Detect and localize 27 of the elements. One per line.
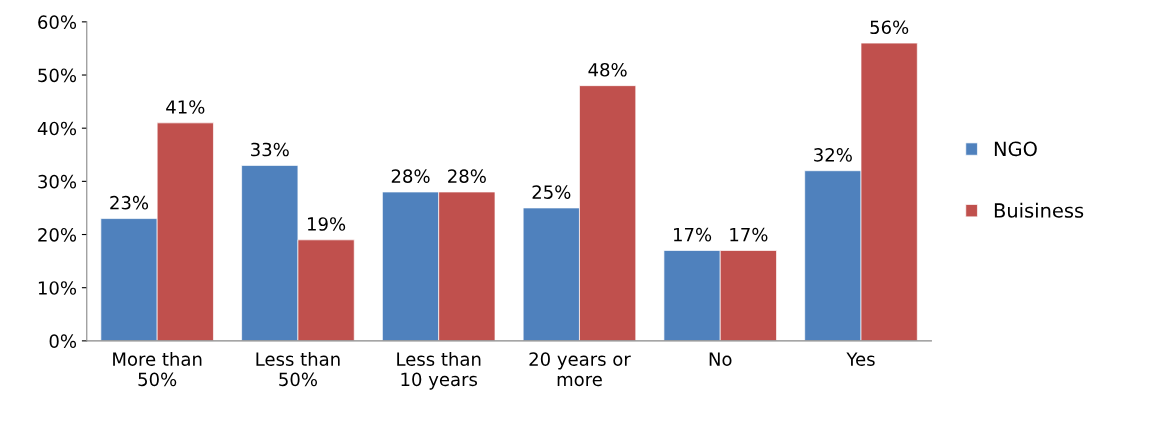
legend-label: NGO	[994, 141, 1037, 157]
y-tick-label: 60%	[38, 15, 77, 29]
data-label: 17%	[674, 227, 712, 242]
data-label: 41%	[166, 100, 205, 114]
data-label: 25%	[532, 185, 571, 199]
legend-label: Buisiness	[994, 202, 1084, 218]
data-label: 33%	[251, 142, 289, 157]
y-tick-label: 10%	[38, 281, 77, 295]
data-label: 28%	[448, 169, 486, 183]
data-label: 19%	[308, 217, 346, 231]
x-tick-label: Less than 50%	[256, 351, 340, 387]
data-label: 56%	[870, 20, 909, 35]
y-tick-label: 0%	[49, 334, 77, 348]
x-tick-label: 20 years or more	[529, 352, 631, 387]
data-label: 48%	[588, 62, 627, 77]
y-tick-label: 50%	[38, 68, 77, 83]
data-label: 23%	[110, 195, 149, 210]
y-tick-label: 20%	[38, 227, 77, 242]
x-tick-label: More than 50%	[113, 351, 202, 387]
y-tick-label: 30%	[38, 174, 77, 189]
data-label: 32%	[814, 148, 852, 162]
x-tick-label: No	[709, 352, 732, 366]
data-label: 28%	[391, 169, 430, 183]
x-tick-label: Yes	[846, 352, 875, 366]
x-tick-label: Less than 10 years	[397, 351, 481, 390]
y-tick-label: 40%	[37, 121, 77, 136]
data-label: 17%	[730, 227, 768, 242]
